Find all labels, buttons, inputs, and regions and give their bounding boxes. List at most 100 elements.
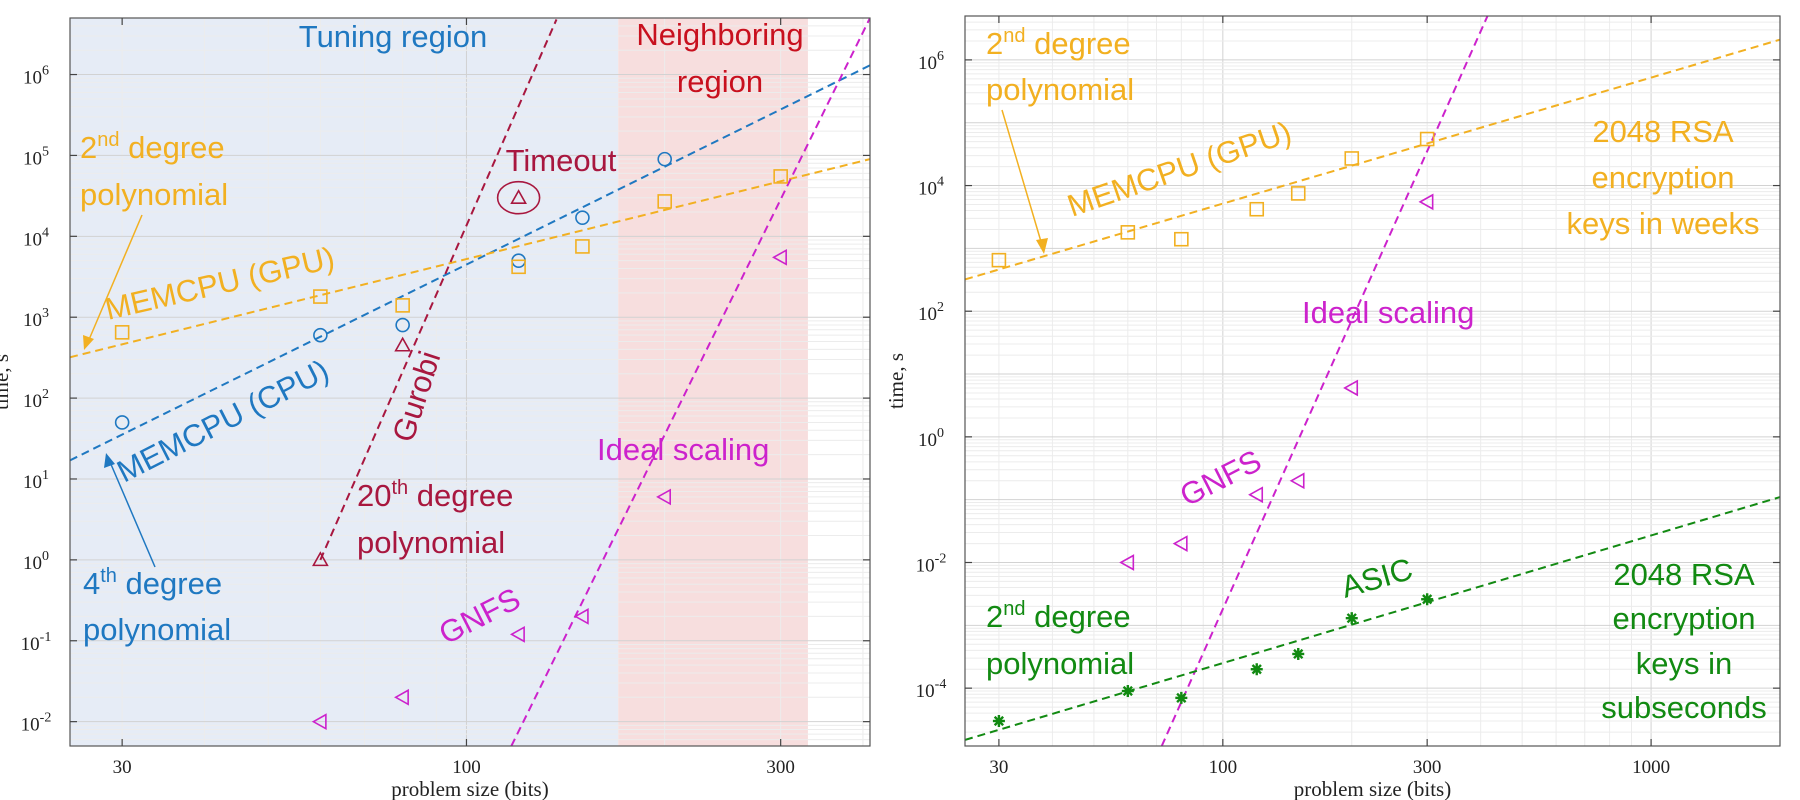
gnfs-point xyxy=(1418,193,1434,211)
memcpu_cpu-fit-line xyxy=(70,64,870,462)
y-tick-label: 100 xyxy=(918,426,944,451)
rsa-subseconds-label: subseconds xyxy=(1601,690,1766,725)
gnfs-point xyxy=(1172,535,1188,552)
gnfs-point xyxy=(1119,554,1135,571)
memcpu_cpu-point xyxy=(114,415,130,430)
neighboring-region-label: Neighboring xyxy=(636,17,803,52)
y-tick-label: 102 xyxy=(918,300,944,325)
x-tick-label: 100 xyxy=(452,757,481,778)
right-chart: 30 100 300 1000 10-4 10-2 100 102 104 106 problem … xyxy=(884,15,1781,800)
y-tick-label: 103 xyxy=(23,306,49,331)
plot-frame xyxy=(964,15,1781,747)
y-tick-label: 102 xyxy=(23,387,49,412)
gpu-polynomial-label: polynomial xyxy=(986,72,1134,107)
gnfs-series xyxy=(1119,193,1434,571)
y-axis-label: time, s xyxy=(0,354,13,410)
gpu-polynomial-arrowhead xyxy=(83,335,94,350)
rsa-weeks-label: encryption xyxy=(1591,160,1734,195)
plot-frame xyxy=(69,17,871,747)
memcpu_gpu-point xyxy=(1344,151,1360,166)
gurobi-point xyxy=(312,551,329,567)
asic-series xyxy=(992,593,1434,727)
memcpu_gpu-point xyxy=(1290,186,1306,201)
neighboring-region-label: region xyxy=(677,64,763,99)
y-tick-label: 10-2 xyxy=(916,552,947,577)
memcpu_gpu-point xyxy=(575,239,590,254)
asic-fit-line xyxy=(965,496,1780,741)
x-tick-label: 30 xyxy=(113,757,132,778)
memcpu_gpu-point xyxy=(1419,131,1435,147)
gnfs-point xyxy=(509,625,525,643)
cpu-polynomial-arrowhead xyxy=(104,453,115,468)
x-axis-label: problem size (bits) xyxy=(1294,777,1451,800)
gurobi-polynomial-label: 20th degree xyxy=(357,477,513,513)
gnfs-point xyxy=(1248,486,1264,504)
y-tick-label: 106 xyxy=(23,64,49,89)
memcpu_cpu-point xyxy=(575,210,590,225)
x-tick-label: 30 xyxy=(989,757,1008,778)
y-tick-label: 104 xyxy=(918,175,944,200)
grid xyxy=(70,18,870,746)
gnfs-point xyxy=(772,248,787,266)
memcpu_gpu-point xyxy=(773,169,788,184)
memcpu_gpu-point xyxy=(313,289,328,304)
asic-point xyxy=(1121,685,1134,698)
rsa-weeks-label: keys in weeks xyxy=(1567,206,1760,241)
grid xyxy=(965,16,1780,746)
neighboring-region xyxy=(618,18,808,746)
memcpu_gpu-point xyxy=(1174,231,1189,247)
asic-point xyxy=(1421,593,1434,606)
asic-polynomial-label: 2nd degree xyxy=(986,598,1131,634)
memcpu-gpu-label: MEMCPU (GPU) xyxy=(1063,114,1296,223)
gnfs-fit-line xyxy=(510,18,870,746)
gpu-polynomial-arrow xyxy=(87,214,143,343)
ideal-scaling-label: Ideal scaling xyxy=(1302,295,1474,330)
timeout-circle xyxy=(496,180,541,215)
y-tick-label: 101 xyxy=(23,468,49,493)
timeout-label: Timeout xyxy=(506,143,617,178)
asic-point xyxy=(1345,612,1358,625)
x-tick-label: 1000 xyxy=(1632,757,1670,778)
gpu-polynomial-label: 2nd degree xyxy=(986,25,1131,61)
y-tick-label: 106 xyxy=(918,49,944,74)
memcpu_cpu-series xyxy=(114,151,673,430)
asic-point xyxy=(1250,663,1263,676)
gurobi-point xyxy=(510,189,527,205)
memcpu_gpu-point xyxy=(511,259,526,275)
memcpu_gpu-point xyxy=(991,252,1007,268)
gpu-polynomial-arrowhead xyxy=(1036,238,1048,254)
gnfs-series xyxy=(311,248,787,731)
rsa-subseconds-label: encryption xyxy=(1612,601,1755,636)
tuning-region-label: Tuning region xyxy=(299,19,487,54)
memcpu_gpu-point xyxy=(114,325,130,340)
x-tick-label: 300 xyxy=(1413,757,1442,778)
gnfs-point xyxy=(1343,379,1359,397)
gpu-polynomial-label: polynomial xyxy=(80,177,228,212)
memcpu_gpu-series xyxy=(114,169,788,340)
memcpu_gpu-series xyxy=(991,131,1435,268)
memcpu_gpu-point xyxy=(657,194,673,209)
cpu-polynomial-arrow xyxy=(109,461,156,568)
left-chart: 30 100 300 10-2 10-1 100 101 102 103 104 105 106 pro… xyxy=(0,17,871,800)
x-axis-label: problem size (bits) xyxy=(391,777,548,800)
memcpu_gpu-fit-line xyxy=(965,38,1780,281)
asic-label: ASIC xyxy=(1337,551,1416,605)
cpu-polynomial-label: 4th degree xyxy=(83,565,222,601)
memcpu_cpu-point xyxy=(313,327,328,343)
rsa-weeks-label: 2048 RSA xyxy=(1592,114,1734,149)
tuning-region xyxy=(70,18,619,746)
memcpu_gpu-point xyxy=(1249,201,1265,217)
gurobi-point xyxy=(394,336,412,352)
memcpu_gpu-fit-line xyxy=(70,158,870,359)
gnfs-point xyxy=(311,713,327,731)
asic-point xyxy=(1175,691,1188,704)
memcpu_cpu-point xyxy=(657,151,673,167)
y-tick-label: 10-1 xyxy=(21,630,52,655)
gpu-polynomial-label: 2nd degree xyxy=(80,129,225,165)
y-tick-label: 104 xyxy=(23,225,49,250)
gnfs-point xyxy=(1289,472,1305,490)
rsa-subseconds-label: 2048 RSA xyxy=(1613,557,1755,592)
asic-polynomial-label: polynomial xyxy=(986,646,1134,681)
gurobi-series xyxy=(312,189,527,567)
